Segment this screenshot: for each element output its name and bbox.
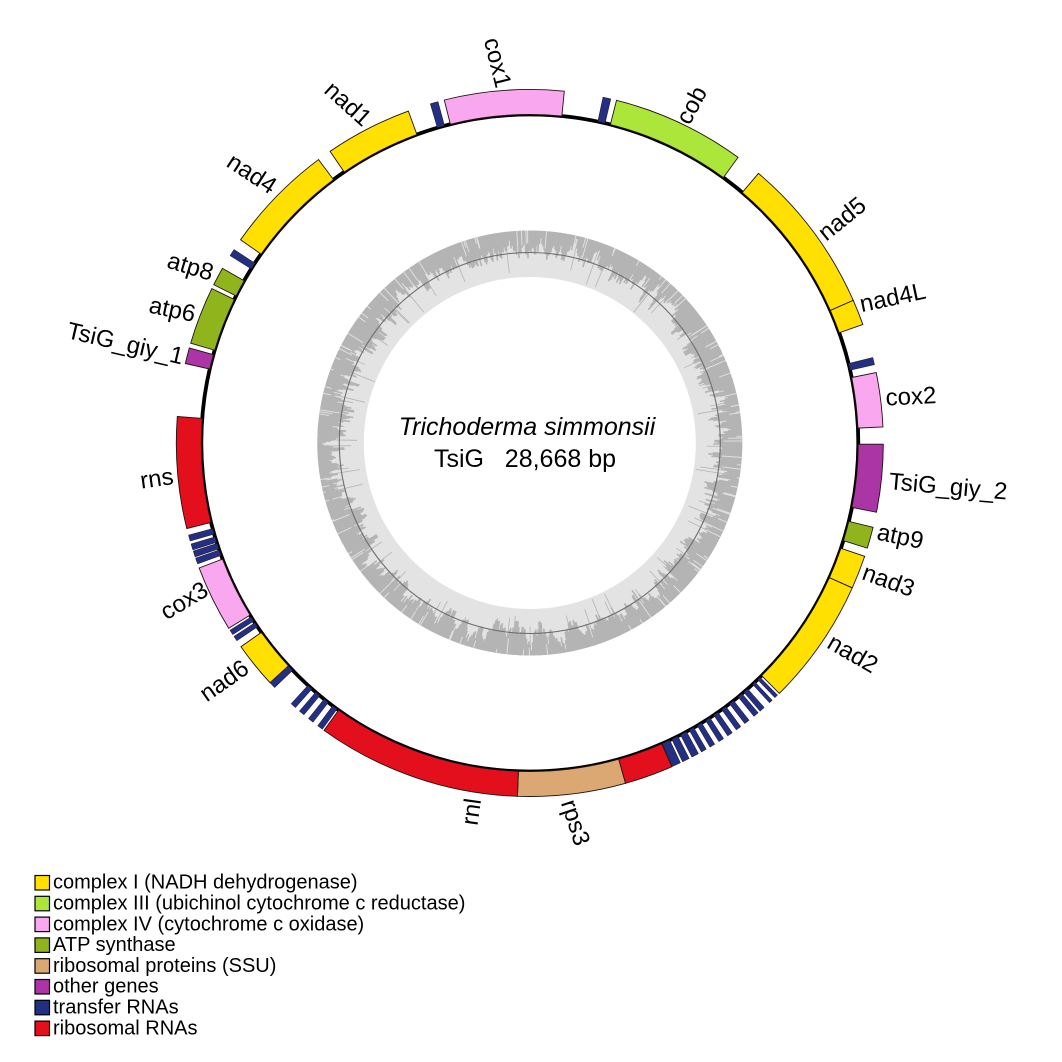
svg-text:transfer RNAs: transfer RNAs bbox=[53, 997, 179, 1019]
svg-text:complex IV (cytochrome c oxida: complex IV (cytochrome c oxidase) bbox=[53, 913, 364, 935]
svg-text:ribosomal proteins (SSU): ribosomal proteins (SSU) bbox=[53, 955, 276, 977]
svg-text:complex I (NADH dehydrogenase): complex I (NADH dehydrogenase) bbox=[53, 872, 358, 894]
svg-text:cox2: cox2 bbox=[885, 382, 937, 412]
svg-text:TsiG 28,668 bp: TsiG 28,668 bp bbox=[434, 445, 616, 473]
svg-text:ribosomal RNAs: ribosomal RNAs bbox=[53, 1017, 197, 1039]
svg-text:rns: rns bbox=[138, 463, 175, 494]
svg-text:rnl: rnl bbox=[457, 797, 487, 827]
svg-text:complex III (ubichinol cytochr: complex III (ubichinol cytochrome c redu… bbox=[53, 893, 465, 915]
svg-text:Trichoderma simmonsii: Trichoderma simmonsii bbox=[399, 413, 657, 441]
svg-text:ATP synthase: ATP synthase bbox=[53, 934, 176, 956]
svg-text:other genes: other genes bbox=[53, 976, 159, 998]
